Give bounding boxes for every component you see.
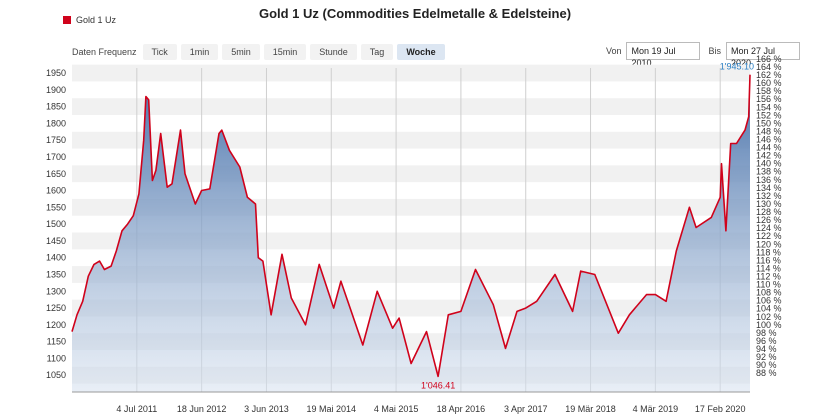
y-right-tick-label: 114 % [756, 263, 781, 273]
x-tick-label: 3 Jun 2013 [244, 404, 289, 414]
y-right-tick-label: 108 % [756, 288, 782, 298]
x-tick-label: 19 Mär 2018 [565, 404, 616, 414]
y-tick-label: 1300 [46, 286, 66, 296]
y-tick-label: 1700 [46, 152, 66, 162]
y-right-tick-label: 154 % [756, 102, 782, 112]
y-right-tick-label: 144 % [756, 143, 782, 153]
y-right-tick-label: 128 % [756, 207, 782, 217]
x-tick-label: 4 Mai 2015 [374, 404, 419, 414]
y-tick-label: 1350 [46, 269, 66, 279]
y-right-tick-label: 112 % [756, 272, 781, 282]
y-right-tick-label: 100 % [756, 320, 782, 330]
y-tick-label: 1550 [46, 202, 66, 212]
to-date-input[interactable]: Mon 27 Jul 2020 [726, 42, 800, 68]
y-tick-label: 1200 [46, 320, 66, 330]
y-right-tick-label: 90 % [756, 360, 777, 370]
y-tick-label: 1800 [46, 118, 66, 128]
y-right-tick-label: 126 % [756, 215, 782, 225]
y-tick-label: 1750 [46, 135, 66, 145]
y-right-tick-label: 110 % [756, 280, 781, 290]
grid-band [72, 64, 750, 82]
y-tick-label: 1600 [46, 186, 66, 196]
series-line [71, 74, 751, 378]
y-tick-label: 1150 [47, 337, 66, 347]
y-tick-label: 1250 [46, 303, 66, 313]
y-right-tick-label: 140 % [756, 159, 782, 169]
freq-button-tag[interactable]: Tag [360, 44, 394, 60]
y-tick-label: 1850 [46, 102, 66, 112]
x-tick-label: 4 Jul 2011 [116, 404, 157, 414]
y-right-tick-label: 134 % [756, 183, 782, 193]
y-right-tick-label: 148 % [756, 126, 782, 136]
x-tick-label: 18 Apr 2016 [437, 404, 486, 414]
y-right-tick-label: 138 % [756, 167, 782, 177]
y-right-tick-label: 150 % [756, 118, 782, 128]
chart-title: Gold 1 Uz (Commodities Edelmetalle & Ede… [258, 6, 572, 21]
to-label: Bis [708, 46, 721, 56]
grid-band [72, 131, 750, 149]
y-right-tick-label: 94 % [756, 344, 777, 354]
grid-band [72, 98, 750, 116]
y-right-tick-label: 104 % [756, 304, 782, 314]
freq-button-5min[interactable]: 5min [222, 44, 260, 60]
freq-button-tick[interactable]: Tick [142, 44, 177, 60]
y-right-tick-label: 88 % [756, 368, 777, 378]
freq-button-1min[interactable]: 1min [180, 44, 219, 60]
from-label: Von [605, 46, 622, 56]
y-right-tick-label: 122 % [756, 231, 782, 241]
y-right-tick-label: 164 % [756, 62, 782, 72]
annotation-label: 1'046.41 [421, 380, 455, 390]
y-tick-label: 1500 [46, 219, 66, 229]
freq-button-woche[interactable]: Woche [397, 44, 445, 60]
y-tick-label: 1900 [46, 85, 66, 95]
series-area [72, 74, 750, 392]
y-right-tick-label: 106 % [756, 296, 782, 306]
y-right-tick-label: 116 % [756, 255, 781, 265]
frequency-toolbar: Daten Frequenz Tick 1min 5min 15min Stun… [72, 43, 449, 61]
y-tick-label: 1400 [46, 253, 66, 263]
y-right-tick-label: 120 % [756, 239, 782, 249]
y-right-tick-label: 96 % [756, 336, 777, 346]
freq-button-stunde[interactable]: Stunde [310, 44, 357, 60]
y-tick-label: 1950 [46, 68, 66, 78]
legend: Gold 1 Uz [63, 15, 116, 25]
y-right-tick-label: 162 % [756, 70, 782, 80]
date-range: Von Mon 19 Jul 2010 Bis Mon 27 Jul 2020 [598, 42, 800, 68]
y-right-tick-label: 166 % [756, 54, 782, 64]
freq-button-15min[interactable]: 15min [263, 44, 307, 60]
y-right-tick-label: 102 % [756, 312, 782, 322]
legend-swatch [63, 16, 71, 24]
x-tick-label: 3 Apr 2017 [504, 404, 548, 414]
y-right-tick-label: 118 % [756, 247, 781, 257]
y-right-tick-label: 98 % [756, 328, 777, 338]
frequency-label: Daten Frequenz [72, 47, 137, 57]
from-date-input[interactable]: Mon 19 Jul 2010 [626, 42, 701, 68]
x-tick-label: 17 Feb 2020 [695, 404, 746, 414]
y-right-tick-label: 124 % [756, 223, 782, 233]
x-tick-label: 18 Jun 2012 [177, 404, 227, 414]
y-right-tick-label: 92 % [756, 352, 777, 362]
y-tick-label: 1450 [46, 236, 66, 246]
y-right-tick-label: 130 % [756, 199, 782, 209]
y-right-tick-label: 160 % [756, 78, 782, 88]
annotation-label: 1'945.10 [720, 62, 754, 72]
x-tick-label: 4 Mär 2019 [633, 404, 679, 414]
y-right-tick-label: 152 % [756, 110, 782, 120]
y-tick-label: 1050 [46, 370, 66, 380]
y-right-tick-label: 158 % [756, 86, 782, 96]
x-tick-label: 19 Mai 2014 [307, 404, 357, 414]
legend-label: Gold 1 Uz [76, 15, 117, 25]
y-tick-label: 1100 [47, 353, 66, 363]
y-tick-label: 1650 [46, 169, 66, 179]
y-right-tick-label: 146 % [756, 135, 782, 145]
y-right-tick-label: 136 % [756, 175, 782, 185]
y-right-tick-label: 142 % [756, 151, 782, 161]
y-right-tick-label: 132 % [756, 191, 782, 201]
y-right-tick-label: 156 % [756, 94, 782, 104]
